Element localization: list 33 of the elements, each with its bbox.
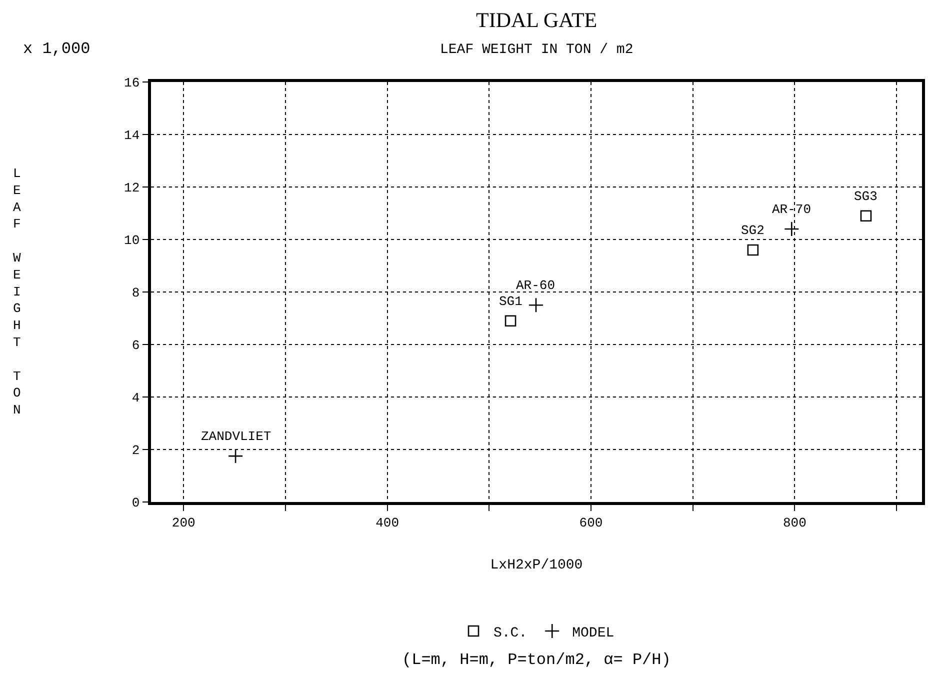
text: (L=m, H=m, P=ton/m2, α= P/H) [402,651,671,669]
x-tick-label: 600 [579,515,603,530]
annotation: ZANDVLIET [201,429,272,444]
x-tick-label: 800 [782,515,806,530]
point [504,315,516,327]
text: x 1,000 [23,40,90,58]
y-tick-label: 16 [124,76,140,91]
y-tick-label: 14 [124,128,140,144]
y-tick-label: 4 [132,390,140,406]
y-tick-label: 6 [132,338,140,354]
x-tick-label: 400 [376,515,399,530]
x-tick-label: 200 [172,515,196,530]
x-axis-title: LxH2xP/1000 [490,558,583,574]
chart-subtitle: LEAF WEIGHT IN TON / m2 [440,42,634,58]
y-tick-label: 2 [132,443,140,458]
point [860,210,872,222]
y-tick-label: 12 [124,180,140,196]
annotation: AR-70 [772,202,812,217]
annotation: SG3 [854,189,878,204]
annotation: SG1 [499,294,523,309]
point [747,244,759,256]
y-tick-label: 10 [124,233,140,248]
chart-title: TIDAL GATE [476,8,598,32]
text: LEAF WEIGHT TON [13,166,21,418]
legend-label: S.C. [494,625,528,642]
y-tick-label: 0 [132,496,140,511]
annotation: AR-60 [516,278,556,293]
annotation: SG2 [741,223,764,238]
point [528,297,544,313]
y-tick-label: 8 [132,286,140,301]
point [784,221,800,237]
legend-label: MODEL [572,625,614,642]
point [228,448,244,464]
